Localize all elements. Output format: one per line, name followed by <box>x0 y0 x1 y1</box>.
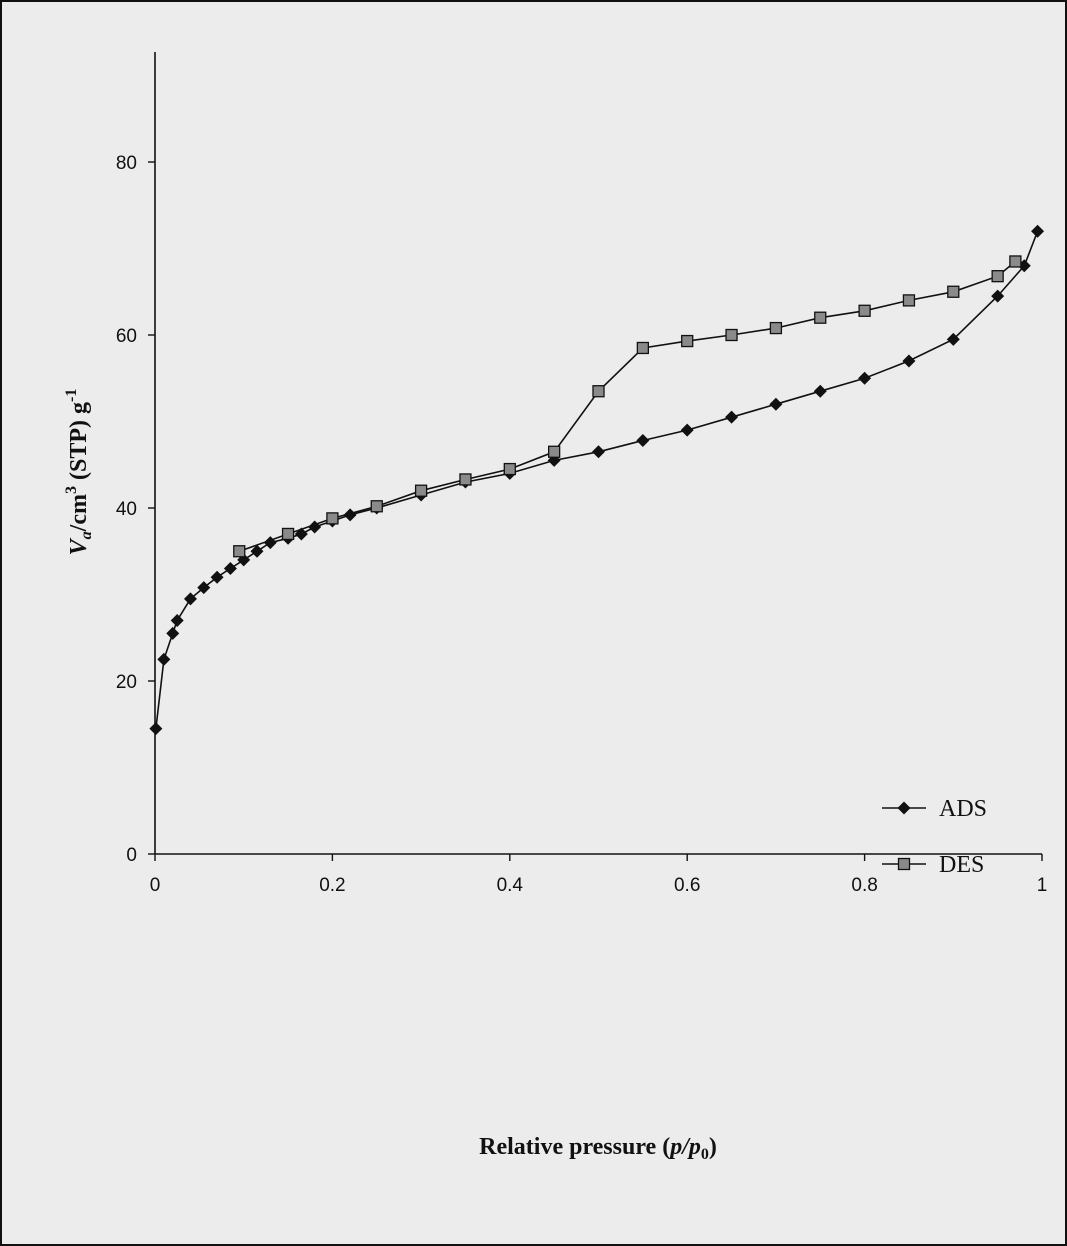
y-tick-label: 40 <box>116 499 137 520</box>
x-tick-label: 0.8 <box>851 875 877 896</box>
legend-label-ads: ADS <box>939 796 987 822</box>
ads-point <box>991 289 1005 303</box>
des-point <box>503 462 516 476</box>
ads-point <box>210 570 224 584</box>
x-tick-label: 0.2 <box>319 875 345 896</box>
x-tick-label: 1 <box>1037 875 1048 896</box>
des-point <box>681 334 694 348</box>
des-point <box>592 385 605 398</box>
y-tick-label: 20 <box>116 672 137 693</box>
ads-point <box>858 371 872 385</box>
legend-marker-des <box>897 857 911 871</box>
des-point <box>725 328 738 342</box>
des-point <box>1009 255 1022 268</box>
des-point <box>370 500 383 513</box>
des-point <box>281 527 295 541</box>
ads-point <box>149 722 163 736</box>
des-point <box>902 294 916 307</box>
ads-point <box>680 423 694 437</box>
y-tick-label: 80 <box>116 153 137 174</box>
ads-point <box>902 354 916 368</box>
legend-item-ads: ADS <box>882 796 987 822</box>
legend: ADS DES <box>882 796 987 878</box>
ads-point <box>636 434 650 448</box>
des-point <box>991 270 1004 283</box>
y-tick-label: 0 <box>126 845 137 866</box>
des-point <box>459 473 472 486</box>
ads-point <box>197 581 211 595</box>
des-point <box>769 321 783 335</box>
series-layer <box>149 224 1045 736</box>
ads-point <box>1031 224 1045 238</box>
des-point <box>326 512 339 525</box>
x-tick-label: 0.4 <box>497 875 524 896</box>
axes <box>154 52 1042 855</box>
ads-point <box>223 562 237 576</box>
ads-point <box>946 332 960 346</box>
des-point <box>233 545 246 558</box>
des-point <box>947 285 960 298</box>
series-des <box>233 255 1022 558</box>
ads-point <box>813 384 827 398</box>
legend-label-des: DES <box>939 852 984 878</box>
y-tick-label: 60 <box>116 326 137 347</box>
ads-point <box>166 626 180 640</box>
des-point <box>814 311 827 324</box>
des-point <box>858 304 871 317</box>
ads-point <box>183 592 197 606</box>
ads-point <box>725 410 739 424</box>
legend-item-des: DES <box>882 852 984 878</box>
ticks: 0 0.2 0.4 0.6 0.8 1 0 20 40 60 80 <box>116 153 1047 896</box>
x-axis-title: Relative pressure (p/p0) <box>479 1134 717 1163</box>
ads-point <box>769 397 783 411</box>
series-des-line <box>239 260 1016 553</box>
x-tick-label: 0 <box>150 875 161 896</box>
x-tick-label: 0.6 <box>674 875 700 896</box>
ads-point <box>592 445 605 459</box>
ads-point <box>157 652 171 666</box>
ads-point <box>343 508 357 522</box>
ads-point <box>250 544 264 558</box>
des-point <box>414 484 428 497</box>
legend-marker-ads <box>897 801 911 815</box>
ads-point <box>170 613 184 627</box>
des-point <box>636 341 649 355</box>
y-axis-title: Va/cm3 (STP) g-1 <box>63 389 95 556</box>
des-point <box>548 445 561 458</box>
